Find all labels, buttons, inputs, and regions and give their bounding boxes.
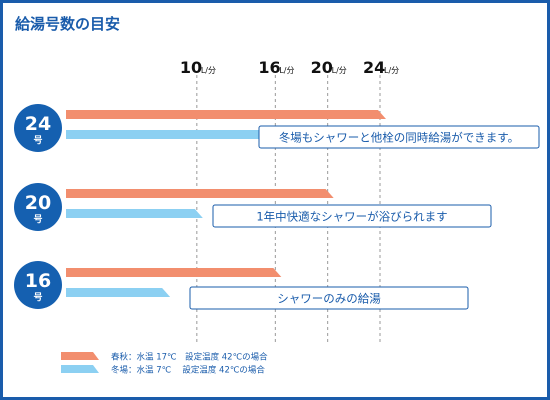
- badge-circle-16: [14, 261, 62, 309]
- badge-circle-24: [14, 104, 62, 152]
- badge-number-16: 16: [25, 270, 51, 292]
- tick-unit-20: L/分: [332, 66, 347, 75]
- callout-box-20: [212, 204, 492, 228]
- bar-spring-autumn-20: [66, 189, 334, 198]
- tick-unit-16: L/分: [279, 66, 294, 75]
- badge-suffix-20: 号: [33, 214, 42, 225]
- legend-swatch-spring-autumn: [61, 352, 99, 360]
- badge-suffix-24: 号: [33, 135, 42, 146]
- tick-label-10: 10: [180, 58, 202, 77]
- legend-label-spring-autumn: 春秋：水温 17℃ 設定温度 42℃の場合: [111, 352, 268, 363]
- water-heater-capacity-chart: 10L/分 16L/分 20L/分 24L/分冬場もシャワーと他栓の同時給湯ができます…: [11, 58, 540, 376]
- bar-spring-autumn-16: [66, 268, 282, 277]
- callout-box-24: [258, 125, 540, 149]
- badge-circle-20: [14, 183, 62, 231]
- badge-number-24: 24: [25, 113, 51, 135]
- badge-suffix-16: 号: [33, 292, 42, 303]
- bar-winter-16: [66, 288, 171, 297]
- callout-box-16: [189, 286, 469, 310]
- tick-label-24: 24: [363, 58, 385, 77]
- bar-winter-24: [66, 130, 282, 139]
- tick-unit-10: L/分: [201, 66, 216, 75]
- callout-text-20: 1年中快適なシャワーが浴びられます: [256, 210, 447, 224]
- tick-unit-24: L/分: [384, 66, 399, 75]
- tick-label-16: 16: [258, 58, 280, 77]
- bar-winter-20: [66, 209, 203, 218]
- callout-text-24: 冬場もシャワーと他栓の同時給湯ができます。: [279, 131, 519, 145]
- legend-swatch-winter: [61, 365, 99, 373]
- badge-number-20: 20: [25, 192, 51, 214]
- tick-label-20: 20: [311, 58, 333, 77]
- legend-label-winter: 冬場：水温 7℃ 設定温度 42℃の場合: [111, 365, 265, 376]
- callout-text-16: シャワーのみの給湯: [277, 292, 381, 306]
- chart-title: 給湯号数の目安: [15, 15, 121, 33]
- bar-spring-autumn-24: [66, 110, 386, 119]
